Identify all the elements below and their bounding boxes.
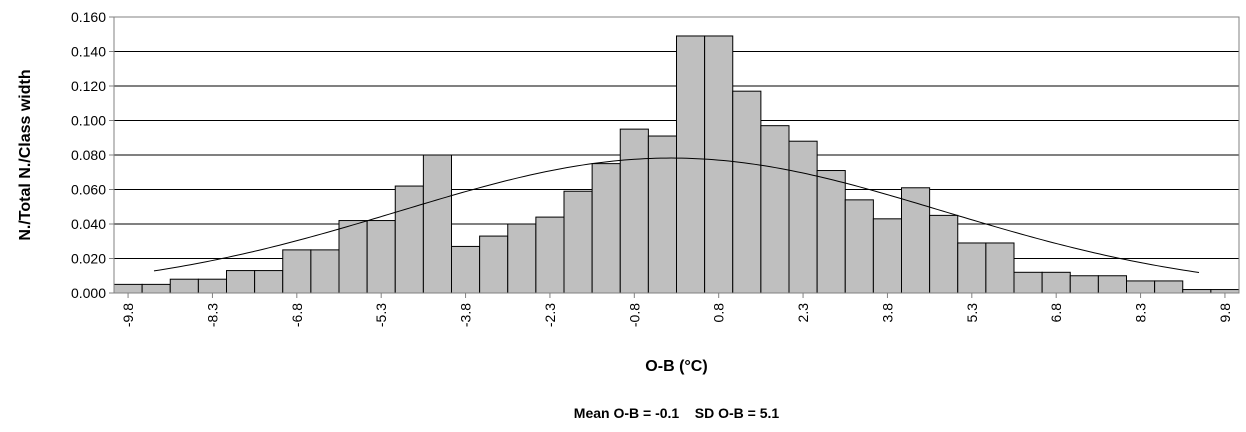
histogram-bar (985, 242, 1015, 294)
x-tick-label: 5.3 (964, 303, 980, 323)
histogram-bar (929, 214, 959, 294)
histogram-bar (197, 278, 227, 294)
histogram-bar (1182, 289, 1212, 294)
histogram-bar (254, 270, 284, 294)
y-tick-label: 0.080 (71, 147, 106, 163)
x-tick-label: -2.3 (542, 303, 558, 327)
stats-annotation: Mean O-B = -0.1 SD O-B = 5.1 (574, 405, 780, 421)
x-tick-label: -6.8 (289, 303, 305, 327)
x-tick-label: -9.8 (120, 303, 136, 327)
histogram-bar (282, 249, 312, 294)
x-axis-title: O-B (°C) (645, 358, 707, 375)
x-tick-label: 8.3 (1133, 303, 1149, 323)
y-axis-title: N./Total N./Class width (17, 69, 34, 240)
histogram-bar (844, 199, 874, 294)
x-tick-label: 0.8 (711, 303, 727, 323)
histogram-bar (788, 140, 818, 294)
histogram-bar (1097, 275, 1127, 294)
x-tick-label: 9.8 (1217, 303, 1233, 323)
histogram-bar (704, 35, 734, 294)
histogram-bar (169, 278, 199, 294)
histogram-bar (535, 216, 565, 294)
histogram-bar (141, 283, 171, 294)
histogram-bar (394, 185, 424, 294)
x-tick-label: -0.8 (626, 303, 642, 327)
y-tick-label: 0.020 (71, 251, 106, 267)
histogram-bar (310, 249, 340, 294)
y-tick-label: 0.100 (71, 113, 106, 129)
histogram-bar (760, 125, 790, 294)
x-tick-label: -3.8 (458, 303, 474, 327)
y-tick-label: 0.040 (71, 216, 106, 232)
y-tick-label: 0.000 (71, 285, 106, 301)
histogram-bar (591, 163, 621, 294)
histogram-bar (226, 270, 256, 294)
y-tick-label: 0.160 (71, 9, 106, 25)
histogram-bar (676, 35, 706, 294)
x-tick-label: 2.3 (795, 303, 811, 323)
x-tick-label: 3.8 (879, 303, 895, 323)
x-axis-ticks: -9.8 -8.3 -6.8 -5.3 -3.8 -2.3 -0.8 0.8 2.3 3.8 5.3… (120, 293, 1233, 327)
y-axis-ticks: 0.000 0.020 0.040 0.060 0.080 0.100 0.120 0.140… (71, 9, 114, 301)
histogram-bar (1069, 275, 1099, 294)
histogram-bar (479, 235, 509, 294)
x-tick-label: 6.8 (1048, 303, 1064, 323)
histogram-bar (901, 187, 931, 294)
histogram-bar (732, 90, 762, 294)
histogram-bar (507, 223, 537, 294)
histogram-bar (1041, 271, 1071, 294)
histogram-bar (619, 128, 649, 294)
y-tick-label: 0.120 (71, 78, 106, 94)
histogram-bar (872, 218, 902, 294)
histogram-bar (1013, 271, 1043, 294)
x-tick-label: -8.3 (204, 303, 220, 327)
histogram-bars (113, 35, 1240, 294)
normal-curve (153, 157, 1200, 273)
histogram-bar (816, 170, 846, 294)
y-tick-label: 0.140 (71, 44, 106, 60)
histogram-bar (338, 220, 368, 294)
histogram-bar (1210, 289, 1240, 294)
y-tick-label: 0.060 (71, 182, 106, 198)
histogram-bar (113, 283, 143, 294)
histogram-bar (1154, 280, 1184, 294)
histogram-bar (366, 220, 396, 294)
histogram-bar (422, 154, 452, 294)
histogram-bar (563, 190, 593, 294)
histogram-bar (1126, 280, 1156, 294)
x-tick-label: -5.3 (373, 303, 389, 327)
histogram-bar (957, 242, 987, 294)
histogram-bar (451, 245, 481, 294)
histogram-bar (647, 135, 677, 294)
